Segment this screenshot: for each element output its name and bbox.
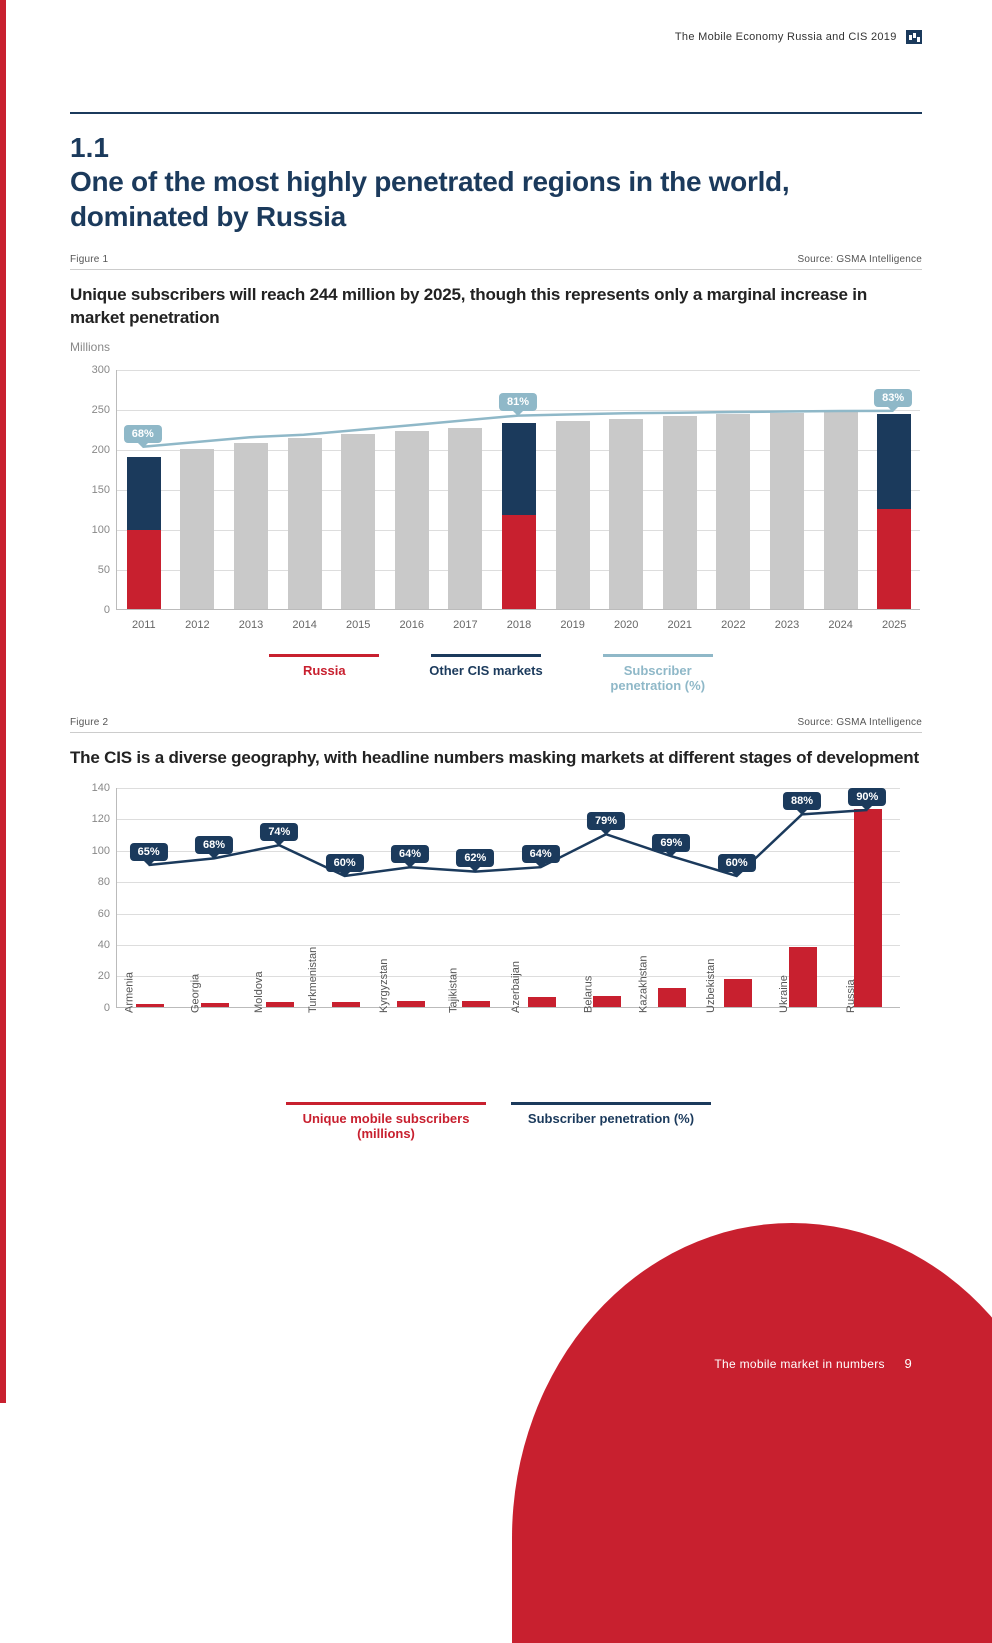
figure2-xlabel: Armenia	[123, 972, 135, 1013]
figure2-callout: 79%	[587, 812, 625, 830]
figure1-label: Figure 1	[70, 254, 108, 265]
section-number: 1.1	[70, 132, 922, 164]
figure1-callout: 81%	[499, 393, 537, 411]
figure2-xlabel: Turkmenistan	[307, 947, 319, 1013]
figure2-xlabel: Tajikistan	[448, 968, 460, 1013]
figure2-ytick: 20	[70, 970, 110, 982]
figure2-ytick: 60	[70, 908, 110, 920]
figure1-callout: 68%	[124, 425, 162, 443]
figure2-callout: 64%	[391, 845, 429, 863]
figure2-title: The CIS is a diverse geography, with hea…	[70, 747, 922, 770]
figure1-xlabel: 2015	[346, 619, 370, 631]
figure2-callout: 64%	[522, 845, 560, 863]
header-rule	[70, 112, 922, 114]
figure1-xlabel: 2022	[721, 619, 745, 631]
figure1-xlabel: 2024	[828, 619, 852, 631]
figure1-ytick: 100	[70, 524, 110, 536]
figure2-callout: 74%	[260, 823, 298, 841]
figure1-source: Source: GSMA Intelligence	[797, 254, 922, 265]
figure1-xlabel: 2025	[882, 619, 906, 631]
figure2-ytick: 120	[70, 813, 110, 825]
section-heading: One of the most highly penetrated region…	[70, 164, 922, 234]
figure1-ytick: 300	[70, 364, 110, 376]
figure2-xlabel: Georgia	[189, 974, 201, 1013]
figure1-ytick: 50	[70, 564, 110, 576]
figure2-xlabel: Belarus	[582, 976, 594, 1013]
figure2-xlabel: Kyrgyzstan	[378, 958, 390, 1012]
figure2-ytick: 40	[70, 939, 110, 951]
footer-text: The mobile market in numbers 9	[714, 1356, 912, 1371]
figure1-title: Unique subscribers will reach 244 millio…	[70, 284, 922, 330]
figure1-xlabel: 2013	[239, 619, 263, 631]
document-header: The Mobile Economy Russia and CIS 2019	[70, 30, 922, 52]
figure2-meta: Figure 2 Source: GSMA Intelligence	[70, 717, 922, 733]
figure1-ytick: 250	[70, 404, 110, 416]
legend-item: Other CIS markets	[429, 654, 542, 693]
figure2-legend: Unique mobile subscribers (millions) Subs…	[70, 1102, 922, 1141]
figure2-xlabel: Moldova	[254, 971, 266, 1013]
figure2-callout: 69%	[652, 834, 690, 852]
figure1-xlabel: 2014	[292, 619, 316, 631]
figure2-chart: Armenia Georgia Moldova Turkmenistan Kyrgyzs…	[70, 778, 920, 1088]
section-title-block: 1.1 One of the most highly penetrated re…	[70, 132, 922, 234]
figure2-callout: 60%	[326, 854, 364, 872]
page-number: 9	[904, 1356, 912, 1371]
figure2-xlabel: Kazakhstan	[638, 955, 650, 1012]
figure1-xlabel: 2012	[185, 619, 209, 631]
figure1-xlabel: 2011	[132, 619, 156, 631]
footer-section-name: The mobile market in numbers	[714, 1357, 884, 1371]
figure1-xlabel: 2017	[453, 619, 477, 631]
figure1-xlabel: 2016	[400, 619, 424, 631]
figure1-ytick: 0	[70, 604, 110, 616]
figure2-label: Figure 2	[70, 717, 108, 728]
figure2-xlabel: Ukraine	[778, 975, 790, 1013]
figure2-xlabel: Uzbekistan	[704, 958, 716, 1012]
figure2-callout: 88%	[783, 792, 821, 810]
page-container: The Mobile Economy Russia and CIS 2019 1…	[0, 0, 992, 1403]
figure1-xlabel: 2021	[668, 619, 692, 631]
figure2-ytick: 140	[70, 782, 110, 794]
figure1-xlabel: 2018	[507, 619, 531, 631]
figure2-source: Source: GSMA Intelligence	[797, 717, 922, 728]
figure2-callout: 90%	[848, 788, 886, 806]
figure1-ytick: 200	[70, 444, 110, 456]
figure1-chart: 2011 2012 2013 2014 2015 2016 2017 2018 2019 2020…	[70, 360, 920, 640]
figure1-xlabel: 2020	[614, 619, 638, 631]
figure2-ytick: 80	[70, 876, 110, 888]
gsma-logo-icon	[906, 30, 922, 44]
figure2-callout: 60%	[718, 854, 756, 872]
legend-item: Subscriber penetration (%)	[593, 654, 723, 693]
figure2-xlabel: Russia	[846, 979, 858, 1013]
legend-item: Unique mobile subscribers (millions)	[281, 1102, 491, 1141]
figure2-callout: 65%	[130, 843, 168, 861]
figure2-ytick: 100	[70, 845, 110, 857]
figure1-callout: 83%	[874, 389, 912, 407]
figure1-xlabel: 2019	[560, 619, 584, 631]
figure2-callout: 62%	[456, 849, 494, 867]
legend-item: Russia	[269, 654, 379, 693]
doc-title: The Mobile Economy Russia and CIS 2019	[675, 31, 897, 43]
figure1-xlabel: 2023	[775, 619, 799, 631]
figure2-ytick: 0	[70, 1002, 110, 1014]
figure1-yunit: Millions	[70, 340, 922, 354]
figure1-ytick: 150	[70, 484, 110, 496]
figure1-legend: Russia Other CIS markets Subscriber penetr…	[70, 654, 922, 693]
figure1-meta: Figure 1 Source: GSMA Intelligence	[70, 254, 922, 270]
figure2-xlabel: Azerbaijan	[510, 961, 522, 1013]
figure2-callout: 68%	[195, 836, 233, 854]
legend-item: Subscriber penetration (%)	[511, 1102, 711, 1141]
